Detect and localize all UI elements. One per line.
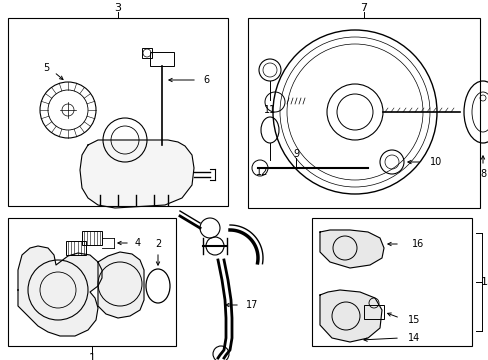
Polygon shape bbox=[98, 252, 143, 318]
Text: 15: 15 bbox=[407, 315, 420, 325]
Polygon shape bbox=[80, 140, 194, 208]
Bar bbox=[8, 18, 227, 206]
Text: 2: 2 bbox=[155, 239, 161, 249]
Bar bbox=[8, 218, 176, 346]
Bar bbox=[82, 231, 102, 245]
Bar bbox=[247, 18, 479, 208]
Text: 4: 4 bbox=[135, 238, 141, 248]
Text: 8: 8 bbox=[479, 169, 485, 179]
Polygon shape bbox=[319, 230, 383, 268]
Text: 7: 7 bbox=[360, 3, 367, 13]
Text: 12: 12 bbox=[255, 167, 267, 177]
Bar bbox=[66, 241, 86, 255]
Text: 5: 5 bbox=[43, 63, 49, 73]
Polygon shape bbox=[18, 246, 102, 336]
Text: 9: 9 bbox=[292, 149, 299, 159]
Text: 13: 13 bbox=[480, 277, 488, 287]
Text: 14: 14 bbox=[407, 333, 419, 343]
Text: 17: 17 bbox=[245, 300, 258, 310]
Bar bbox=[363, 305, 383, 319]
Text: 10: 10 bbox=[429, 157, 441, 167]
Text: 6: 6 bbox=[203, 75, 209, 85]
Text: 3: 3 bbox=[114, 3, 121, 13]
Text: 1: 1 bbox=[88, 353, 95, 360]
Polygon shape bbox=[319, 290, 381, 342]
Bar bbox=[311, 218, 471, 346]
Text: 16: 16 bbox=[411, 239, 424, 249]
Bar bbox=[142, 48, 152, 58]
Text: 11: 11 bbox=[264, 105, 276, 115]
Bar bbox=[150, 52, 174, 66]
